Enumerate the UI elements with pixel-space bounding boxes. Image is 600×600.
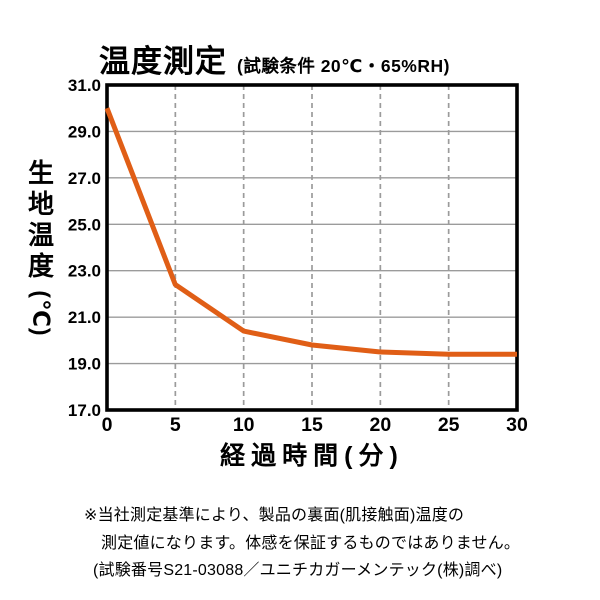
y-axis-title: 生地温度 (℃) — [22, 158, 60, 337]
x-tick-label: 0 — [102, 414, 113, 436]
y-tick-label: 29.0 — [68, 122, 101, 141]
y-axis-title-char: 温 — [27, 220, 54, 250]
y-tick-label: 27.0 — [68, 169, 101, 188]
y-tick-label: 21.0 — [68, 308, 101, 327]
y-axis-title-char: 度 — [27, 251, 54, 281]
y-axis-title-char: 生 — [27, 158, 54, 188]
plot-border — [105, 83, 519, 412]
footnote-line: 測定値になります。体感を保証するものではありません。 — [101, 534, 521, 552]
x-tick-label: 30 — [506, 414, 528, 436]
footnote-line: ※当社測定基準により、製品の裏面(肌接触面)温度の — [84, 507, 465, 524]
x-tick-label: 20 — [369, 414, 391, 436]
x-tick-label: 25 — [438, 414, 460, 436]
y-axis-title-char: 地 — [27, 189, 54, 219]
x-tick-label: 15 — [301, 414, 323, 436]
y-tick-label: 31.0 — [68, 76, 101, 95]
footnote: ※当社測定基準により、製品の裏面(肌接触面)温度の 測定値になります。体感を保証… — [84, 502, 520, 585]
x-tick-label: 5 — [170, 414, 181, 436]
chart-subtitle: (試験条件 20℃・65%RH) — [237, 56, 450, 76]
chart-header: 温度測定 (試験条件 20℃・65%RH) — [99, 36, 450, 81]
y-tick-label: 25.0 — [68, 215, 101, 234]
chart-title: 温度測定 — [99, 44, 227, 79]
y-tick-label: 23.0 — [68, 262, 101, 281]
x-axis-title: 経過時間(分) — [220, 442, 404, 470]
footnote-line: (試験番号S21-03088／ユニチカガーメンテック(株)調べ) — [93, 562, 503, 579]
temperature-line — [104, 107, 517, 357]
y-tick-label: 19.0 — [68, 355, 101, 374]
x-tick-label: 10 — [233, 414, 255, 436]
y-tick-label: 17.0 — [68, 401, 101, 420]
